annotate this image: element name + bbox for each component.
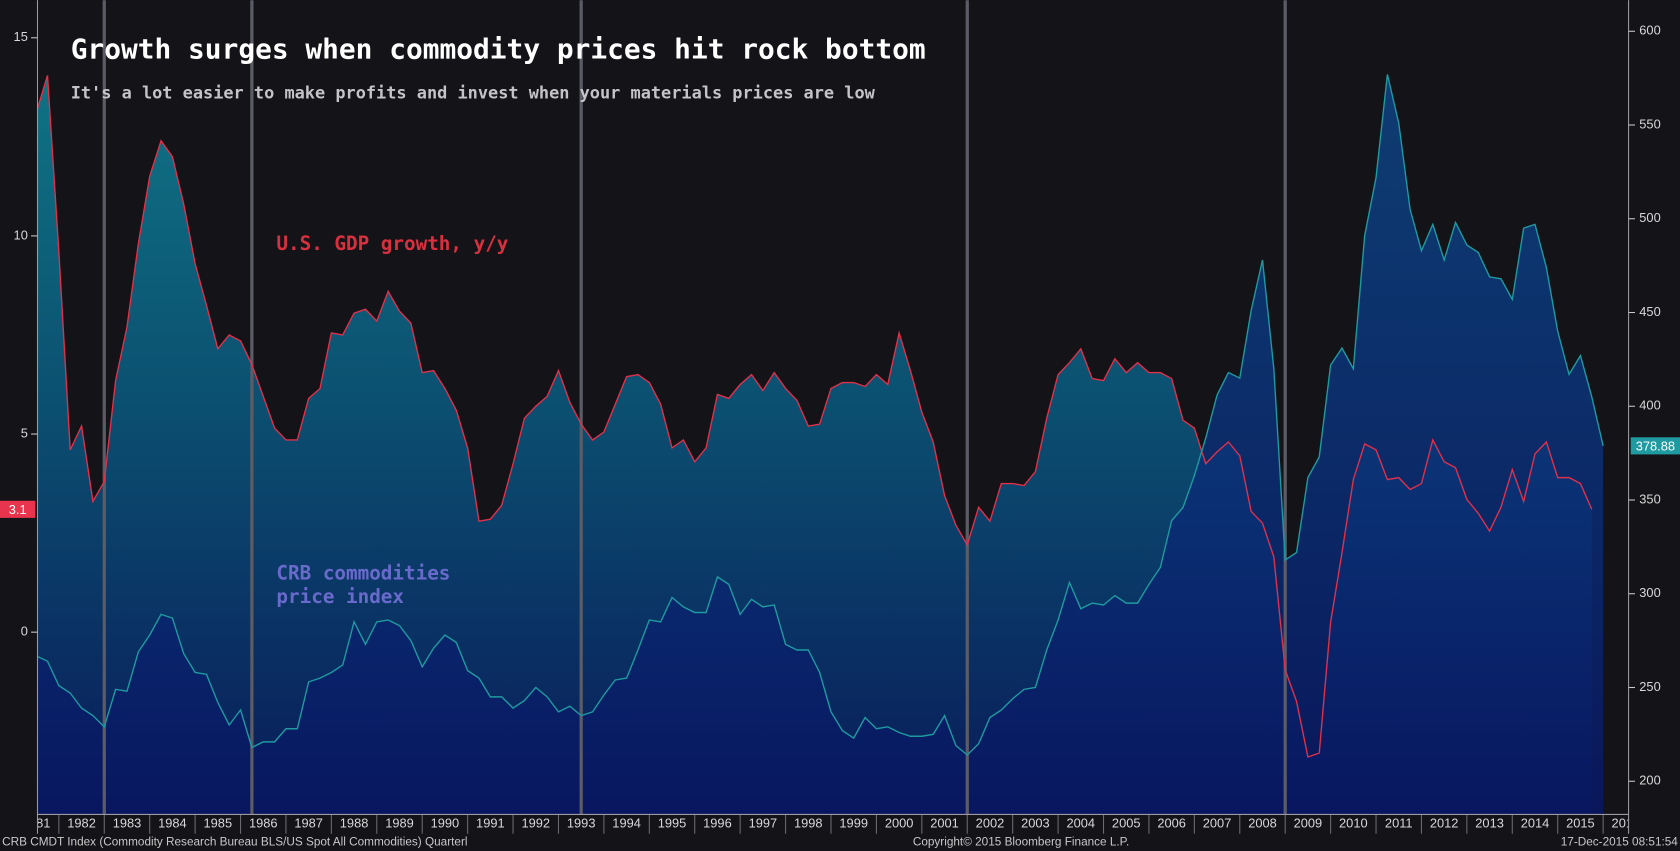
series-line (37, 74, 1604, 756)
x-tick-label: 1981 (22, 815, 51, 830)
series-label: CRB commodities price index (276, 561, 450, 608)
x-tick-label: 2010 (1339, 815, 1368, 830)
chart-title: Growth surges when commodity prices hit … (71, 32, 926, 65)
x-tick-label: 2009 (1294, 815, 1323, 830)
footer-center: Copyright© 2015 Bloomberg Finance L.P. (913, 835, 1129, 848)
plot-area (37, 0, 1604, 815)
footer-left: CRB CMDT Index (Commodity Research Burea… (2, 835, 467, 848)
series-label-line: CRB commodities (276, 561, 450, 584)
x-tick-label: 1994 (612, 815, 641, 830)
x-tick-label: 1997 (749, 815, 778, 830)
x-tick-label: 2014 (1521, 815, 1550, 830)
x-tick-label: 1983 (113, 815, 142, 830)
x-tick-label: 1999 (839, 815, 868, 830)
x-tick-label: 2008 (1248, 815, 1277, 830)
x-tick-label: 1995 (658, 815, 687, 830)
x-tick-label: 1987 (294, 815, 323, 830)
x-tick-label: 2012 (1430, 815, 1459, 830)
x-tick-label: 2007 (1203, 815, 1232, 830)
series-label-line: price index (276, 584, 404, 607)
x-tick-label: 1985 (204, 815, 233, 830)
y2-tick-label: 300 (1639, 585, 1660, 600)
y2-tick-label: 200 (1639, 773, 1660, 788)
series-label: U.S. GDP growth, y/y (276, 232, 508, 255)
x-tick-label: 1991 (476, 815, 505, 830)
y-tick-label: 15 (14, 29, 28, 44)
x-tick-label: 1986 (249, 815, 278, 830)
x-tick-label: 2013 (1475, 815, 1504, 830)
y2-tick-label: 450 (1639, 304, 1660, 319)
x-tick-label: 2006 (1157, 815, 1186, 830)
x-tick-label: 1988 (340, 815, 369, 830)
y-tick-label: 0 (21, 624, 28, 639)
x-tick-label: 2016 (1612, 815, 1641, 830)
last-value-label: 378.88 (1636, 438, 1675, 453)
area-fill (37, 74, 1604, 815)
y2-tick-label: 250 (1639, 679, 1660, 694)
y-tick-label: 10 (14, 227, 28, 242)
x-tick-label: 2002 (976, 815, 1005, 830)
x-tick-label: 2001 (930, 815, 959, 830)
y2-tick-label: 550 (1639, 116, 1660, 131)
x-tick-label: 2004 (1067, 815, 1096, 830)
y2-tick-label: 600 (1639, 23, 1660, 38)
last-value-label: 3.1 (9, 502, 27, 517)
x-tick-label: 1996 (703, 815, 732, 830)
chart-subtitle: It's a lot easier to make profits and in… (71, 82, 876, 102)
y-tick-label: 5 (21, 425, 28, 440)
axes (36, 0, 1630, 834)
series-line (37, 75, 1593, 758)
x-tick-label: 1993 (567, 815, 596, 830)
footer-right: 17-Dec-2015 08:51:54 (1561, 835, 1679, 848)
x-tick-label: 2000 (885, 815, 914, 830)
x-tick-label: 1990 (431, 815, 460, 830)
x-tick-label: 1984 (158, 815, 187, 830)
last-value-box (0, 500, 36, 518)
y2-tick-label: 500 (1639, 210, 1660, 225)
x-tick-label: 2011 (1385, 815, 1413, 830)
x-tick-label: 1982 (67, 815, 96, 830)
x-axis: 1981 1982 1983 1984 1985 1986 1987 1988 1989 1990… (22, 814, 1641, 834)
x-tick-label: 2005 (1112, 815, 1141, 830)
x-tick-label: 1992 (521, 815, 550, 830)
x-tick-label: 2015 (1566, 815, 1595, 830)
last-value-box (1630, 437, 1680, 455)
x-tick-label: 1998 (794, 815, 823, 830)
y2-tick-label: 350 (1639, 491, 1660, 506)
x-tick-label: 1989 (385, 815, 414, 830)
y2-tick-label: 400 (1639, 398, 1660, 413)
x-tick-label: 2003 (1021, 815, 1050, 830)
